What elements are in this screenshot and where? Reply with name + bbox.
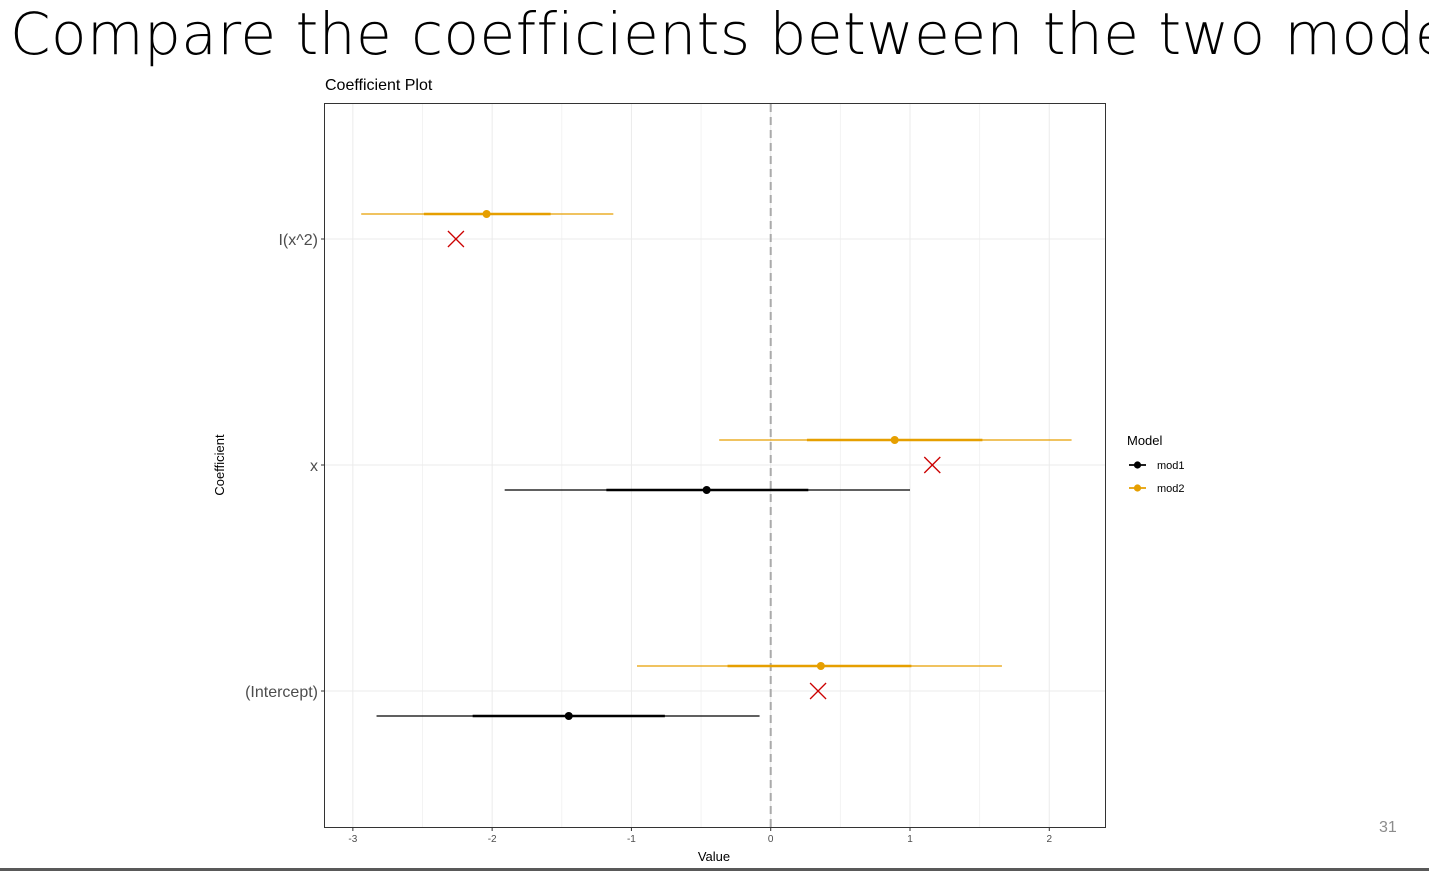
slide-title: Compare the coefficients between the two… — [10, 0, 1429, 68]
x-tick-label: -2 — [488, 834, 497, 845]
true-value-stroke — [809, 682, 827, 700]
estimate-point-mod1 — [702, 486, 711, 494]
true-value-x-marker — [923, 456, 941, 474]
page-number: 31 — [1379, 819, 1397, 836]
legend-label-mod1: mod1 — [1157, 460, 1185, 472]
chart-title: Coefficient Plot — [325, 77, 433, 94]
marker-layer — [447, 210, 941, 720]
legend-title: Model — [1127, 433, 1163, 448]
x-axis-title: Value — [698, 849, 730, 864]
axis-layer: -3 -2 -1 0 1 2 I(x^2) x (Intercept) — [245, 232, 1052, 845]
y-tick-label: (Intercept) — [245, 684, 318, 701]
estimate-point-mod2 — [816, 662, 825, 670]
legend-key-point-mod2 — [1133, 484, 1142, 492]
estimate-point-mod1 — [564, 712, 573, 720]
legend-key-point-mod1 — [1133, 461, 1142, 469]
grid-layer — [325, 104, 1105, 827]
true-value-stroke — [447, 230, 465, 248]
bottom-rule — [0, 868, 1429, 871]
x-tick-label: 1 — [907, 834, 913, 845]
estimate-point-mod2 — [482, 210, 491, 218]
x-tick-label: 2 — [1047, 834, 1053, 845]
true-value-x-marker — [809, 682, 827, 700]
true-value-stroke — [923, 456, 941, 474]
legend-label-mod2: mod2 — [1157, 483, 1185, 495]
legend: Model mod1 mod2 — [1127, 433, 1185, 495]
x-tick-label: -3 — [348, 834, 357, 845]
estimate-point-mod2 — [890, 436, 899, 444]
y-axis-title: Coefficient — [212, 434, 227, 496]
legend-items: mod1 mod2 — [1129, 460, 1185, 495]
x-tick-label: 0 — [768, 834, 774, 845]
y-tick-label: I(x^2) — [278, 232, 318, 249]
x-tick-label: -1 — [627, 834, 636, 845]
true-value-x-marker — [447, 230, 465, 248]
y-tick-label: x — [310, 458, 318, 475]
